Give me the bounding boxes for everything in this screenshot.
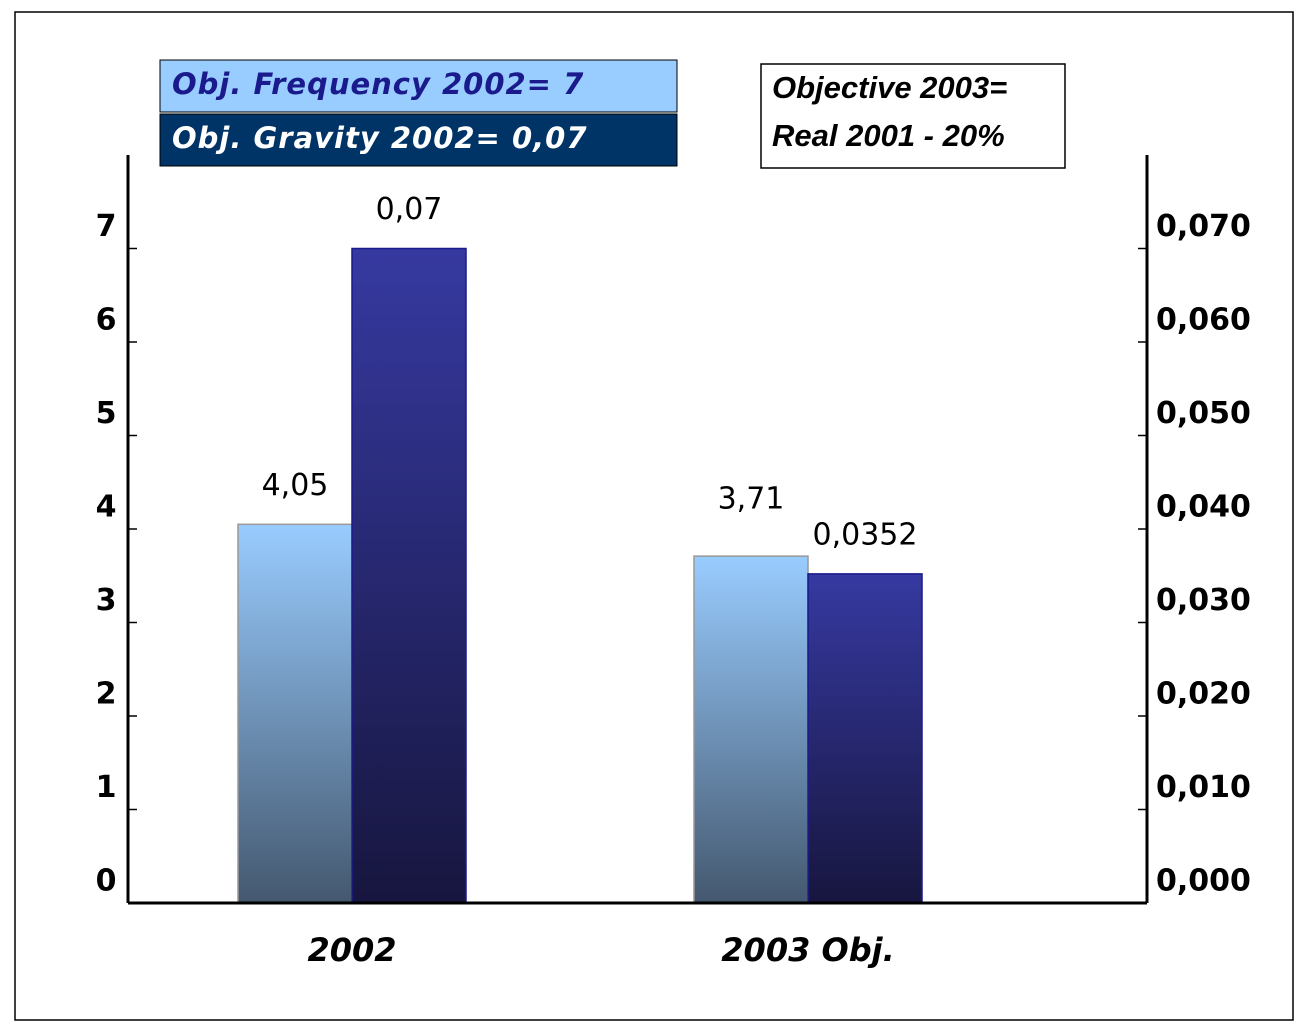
bar xyxy=(351,247,467,904)
legend-label: Obj. Gravity 2002= 0,07 xyxy=(172,121,588,155)
y2-tick-label: 0,000 xyxy=(1156,864,1251,899)
bar xyxy=(237,523,353,904)
y-tick-label: 2 xyxy=(96,677,117,712)
y-tick-label: 5 xyxy=(96,396,117,431)
y2-tick-label: 0,040 xyxy=(1156,490,1251,525)
x-tick-label: 2002 xyxy=(307,931,396,969)
y2-tick-label: 0,070 xyxy=(1156,209,1251,244)
legend-label: Obj. Frequency 2002= 7 xyxy=(172,67,584,101)
y-tick-label: 3 xyxy=(96,583,117,618)
bar xyxy=(693,555,809,904)
y2-tick-label: 0,050 xyxy=(1156,396,1251,431)
y2-tick-label: 0,020 xyxy=(1156,677,1251,712)
annotation-box xyxy=(760,63,1066,169)
y-tick-label: 0 xyxy=(96,864,117,899)
frame xyxy=(14,11,1294,1021)
legend-box xyxy=(159,59,678,113)
y-tick-label: 7 xyxy=(96,209,117,244)
x-tick-label: 2003 Obj. xyxy=(721,931,894,969)
y-tick-label: 1 xyxy=(96,770,117,805)
value-label: 3,71 xyxy=(718,482,785,517)
y2-tick-label: 0,010 xyxy=(1156,770,1251,805)
y2-tick-label: 0,060 xyxy=(1156,303,1251,338)
annotation: Real 2001 - 20% xyxy=(772,118,1005,153)
annotation: Objective 2003= xyxy=(772,70,1007,105)
bar xyxy=(807,573,923,904)
y-tick-label: 6 xyxy=(96,303,117,338)
value-label: 0,07 xyxy=(376,192,443,227)
value-label: 0,0352 xyxy=(813,517,918,552)
y-tick-label: 4 xyxy=(96,490,117,525)
y2-tick-label: 0,030 xyxy=(1156,583,1251,618)
legend-box xyxy=(159,113,678,167)
value-label: 4,05 xyxy=(262,468,329,503)
